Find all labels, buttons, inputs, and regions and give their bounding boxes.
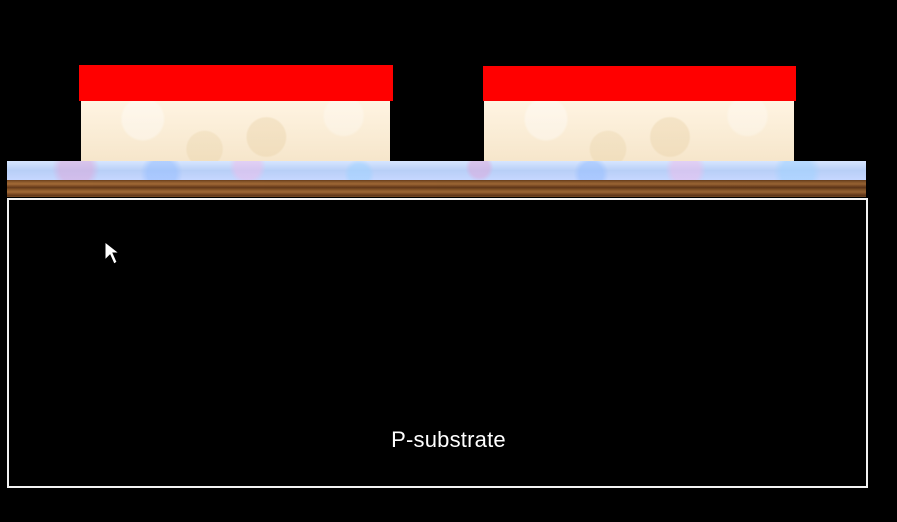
base-layer xyxy=(7,180,866,197)
substrate-region xyxy=(7,198,868,488)
left-block-base-layer xyxy=(81,101,390,161)
oxide-layer xyxy=(7,161,866,180)
left-block-top-layer xyxy=(79,65,393,101)
right-block-base-layer xyxy=(484,101,794,161)
substrate-label: P-substrate xyxy=(391,427,506,452)
mouse-pointer-icon xyxy=(104,241,120,265)
right-block-top-layer xyxy=(483,66,796,101)
